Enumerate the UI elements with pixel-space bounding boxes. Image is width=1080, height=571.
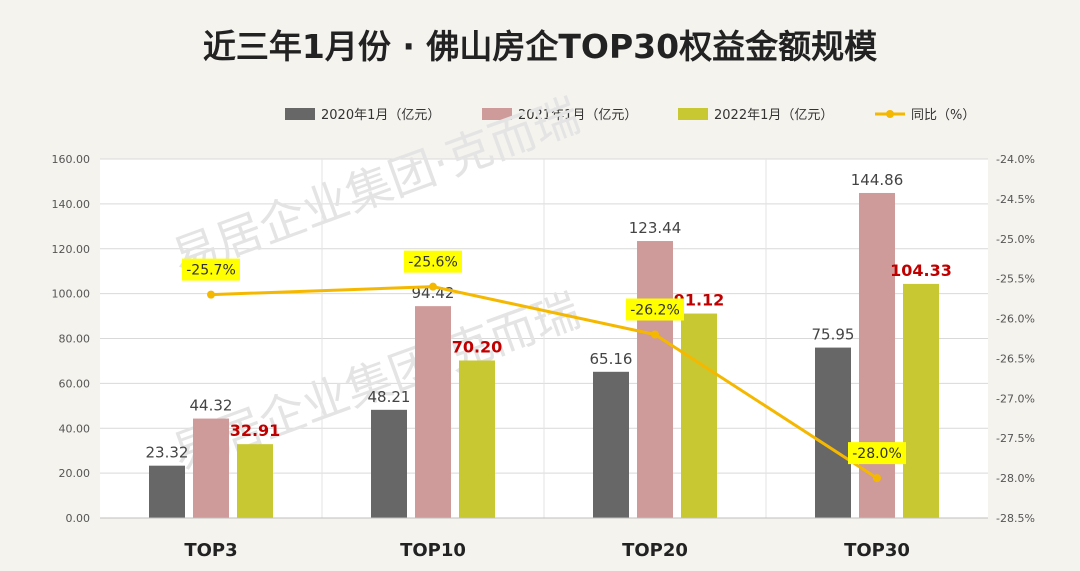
yoy-label-bg bbox=[182, 258, 240, 281]
bar bbox=[593, 371, 629, 518]
yoy-label-bg bbox=[848, 442, 906, 465]
yoy-label-bg bbox=[404, 250, 462, 273]
yoy-point bbox=[207, 290, 215, 299]
y-right-tick-label: -24.5% bbox=[996, 193, 1035, 206]
y-left-tick-label: 120.00 bbox=[52, 243, 91, 256]
bar-data-label: 144.86 bbox=[851, 171, 904, 189]
bar-data-label: 23.32 bbox=[146, 444, 189, 462]
y-left-tick-label: 60.00 bbox=[59, 377, 91, 390]
yoy-data-label: -25.7% bbox=[186, 263, 236, 279]
y-left-tick-label: 100.00 bbox=[52, 288, 91, 301]
legend-swatch bbox=[678, 108, 708, 120]
y-left-tick-label: 160.00 bbox=[52, 153, 91, 166]
yoy-point bbox=[873, 474, 881, 483]
y-right-tick-label: -27.0% bbox=[996, 392, 1035, 405]
bar bbox=[149, 465, 185, 518]
x-tick-label: TOP30 bbox=[844, 540, 910, 561]
y-left-tick-label: 20.00 bbox=[59, 467, 91, 480]
yoy-line: -25.7% -25.6% -26.2% -28.0% bbox=[182, 250, 906, 483]
yoy-data-label: -25.6% bbox=[408, 255, 458, 271]
legend-label: 2022年1月（亿元） bbox=[714, 108, 833, 123]
yoy-label-bg bbox=[626, 298, 684, 321]
y-right-tick-label: -26.0% bbox=[996, 313, 1035, 326]
bar-data-label: 123.44 bbox=[629, 219, 682, 237]
legend-label: 2020年1月（亿元） bbox=[321, 108, 440, 123]
y-left-tick-label: 80.00 bbox=[59, 333, 91, 346]
bar bbox=[681, 313, 717, 518]
bar-data-label: 65.16 bbox=[590, 350, 633, 368]
y-right-tick-label: -28.5% bbox=[996, 512, 1035, 525]
y-right-tick-label: -25.0% bbox=[996, 233, 1035, 246]
bar bbox=[237, 444, 273, 518]
y-right-tick-label: -24.0% bbox=[996, 153, 1035, 166]
yoy-point bbox=[429, 282, 437, 291]
legend-label: 同比（%） bbox=[911, 108, 975, 123]
legend-label: 2021年1月（亿元） bbox=[518, 108, 637, 123]
yoy-data-label: -28.0% bbox=[852, 446, 902, 462]
bar bbox=[815, 347, 851, 518]
bar bbox=[637, 241, 673, 518]
bar-data-label: 32.91 bbox=[230, 421, 281, 440]
y-right-tick-label: -28.0% bbox=[996, 472, 1035, 485]
bar bbox=[415, 306, 451, 518]
bar-data-label: 75.95 bbox=[812, 326, 855, 344]
x-tick-label: TOP3 bbox=[184, 540, 237, 561]
y-left-tick-label: 140.00 bbox=[52, 198, 91, 211]
chart-title: 近三年1月份 · 佛山房企TOP30权益金额规模 bbox=[203, 27, 878, 66]
bar bbox=[371, 409, 407, 518]
y-right-tick-label: -26.5% bbox=[996, 352, 1035, 365]
yoy-data-label: -26.2% bbox=[630, 303, 680, 319]
legend: 2020年1月（亿元） 2021年1月（亿元） 2022年1月（亿元） 同比（%） bbox=[285, 108, 975, 123]
x-tick-label: TOP10 bbox=[400, 540, 466, 561]
bars: 23.3244.3232.9148.2194.4270.2065.16123.4… bbox=[146, 171, 952, 518]
bar bbox=[193, 418, 229, 518]
legend-swatch-marker bbox=[886, 110, 894, 118]
bar-data-label: 91.12 bbox=[674, 291, 725, 310]
x-tick-label: TOP20 bbox=[622, 540, 688, 561]
bar-data-label: 70.20 bbox=[452, 337, 503, 356]
yoy-point bbox=[651, 330, 659, 339]
bar bbox=[903, 283, 939, 518]
legend-swatch bbox=[482, 108, 512, 120]
y-left-tick-label: 40.00 bbox=[59, 422, 91, 435]
axes: 0.00 20.00 40.00 60.00 80.00 100.00 120.00 140.… bbox=[52, 153, 1035, 561]
yoy-line-path bbox=[210, 285, 878, 480]
bar bbox=[459, 360, 495, 518]
bar-data-label: 48.21 bbox=[368, 388, 411, 406]
y-left-tick-label: 0.00 bbox=[66, 512, 91, 525]
y-right-tick-label: -27.5% bbox=[996, 432, 1035, 445]
legend-swatch bbox=[285, 108, 315, 120]
bar-data-label: 104.33 bbox=[890, 261, 952, 280]
bar-data-label: 44.32 bbox=[190, 397, 233, 415]
y-right-tick-label: -25.5% bbox=[996, 273, 1035, 286]
